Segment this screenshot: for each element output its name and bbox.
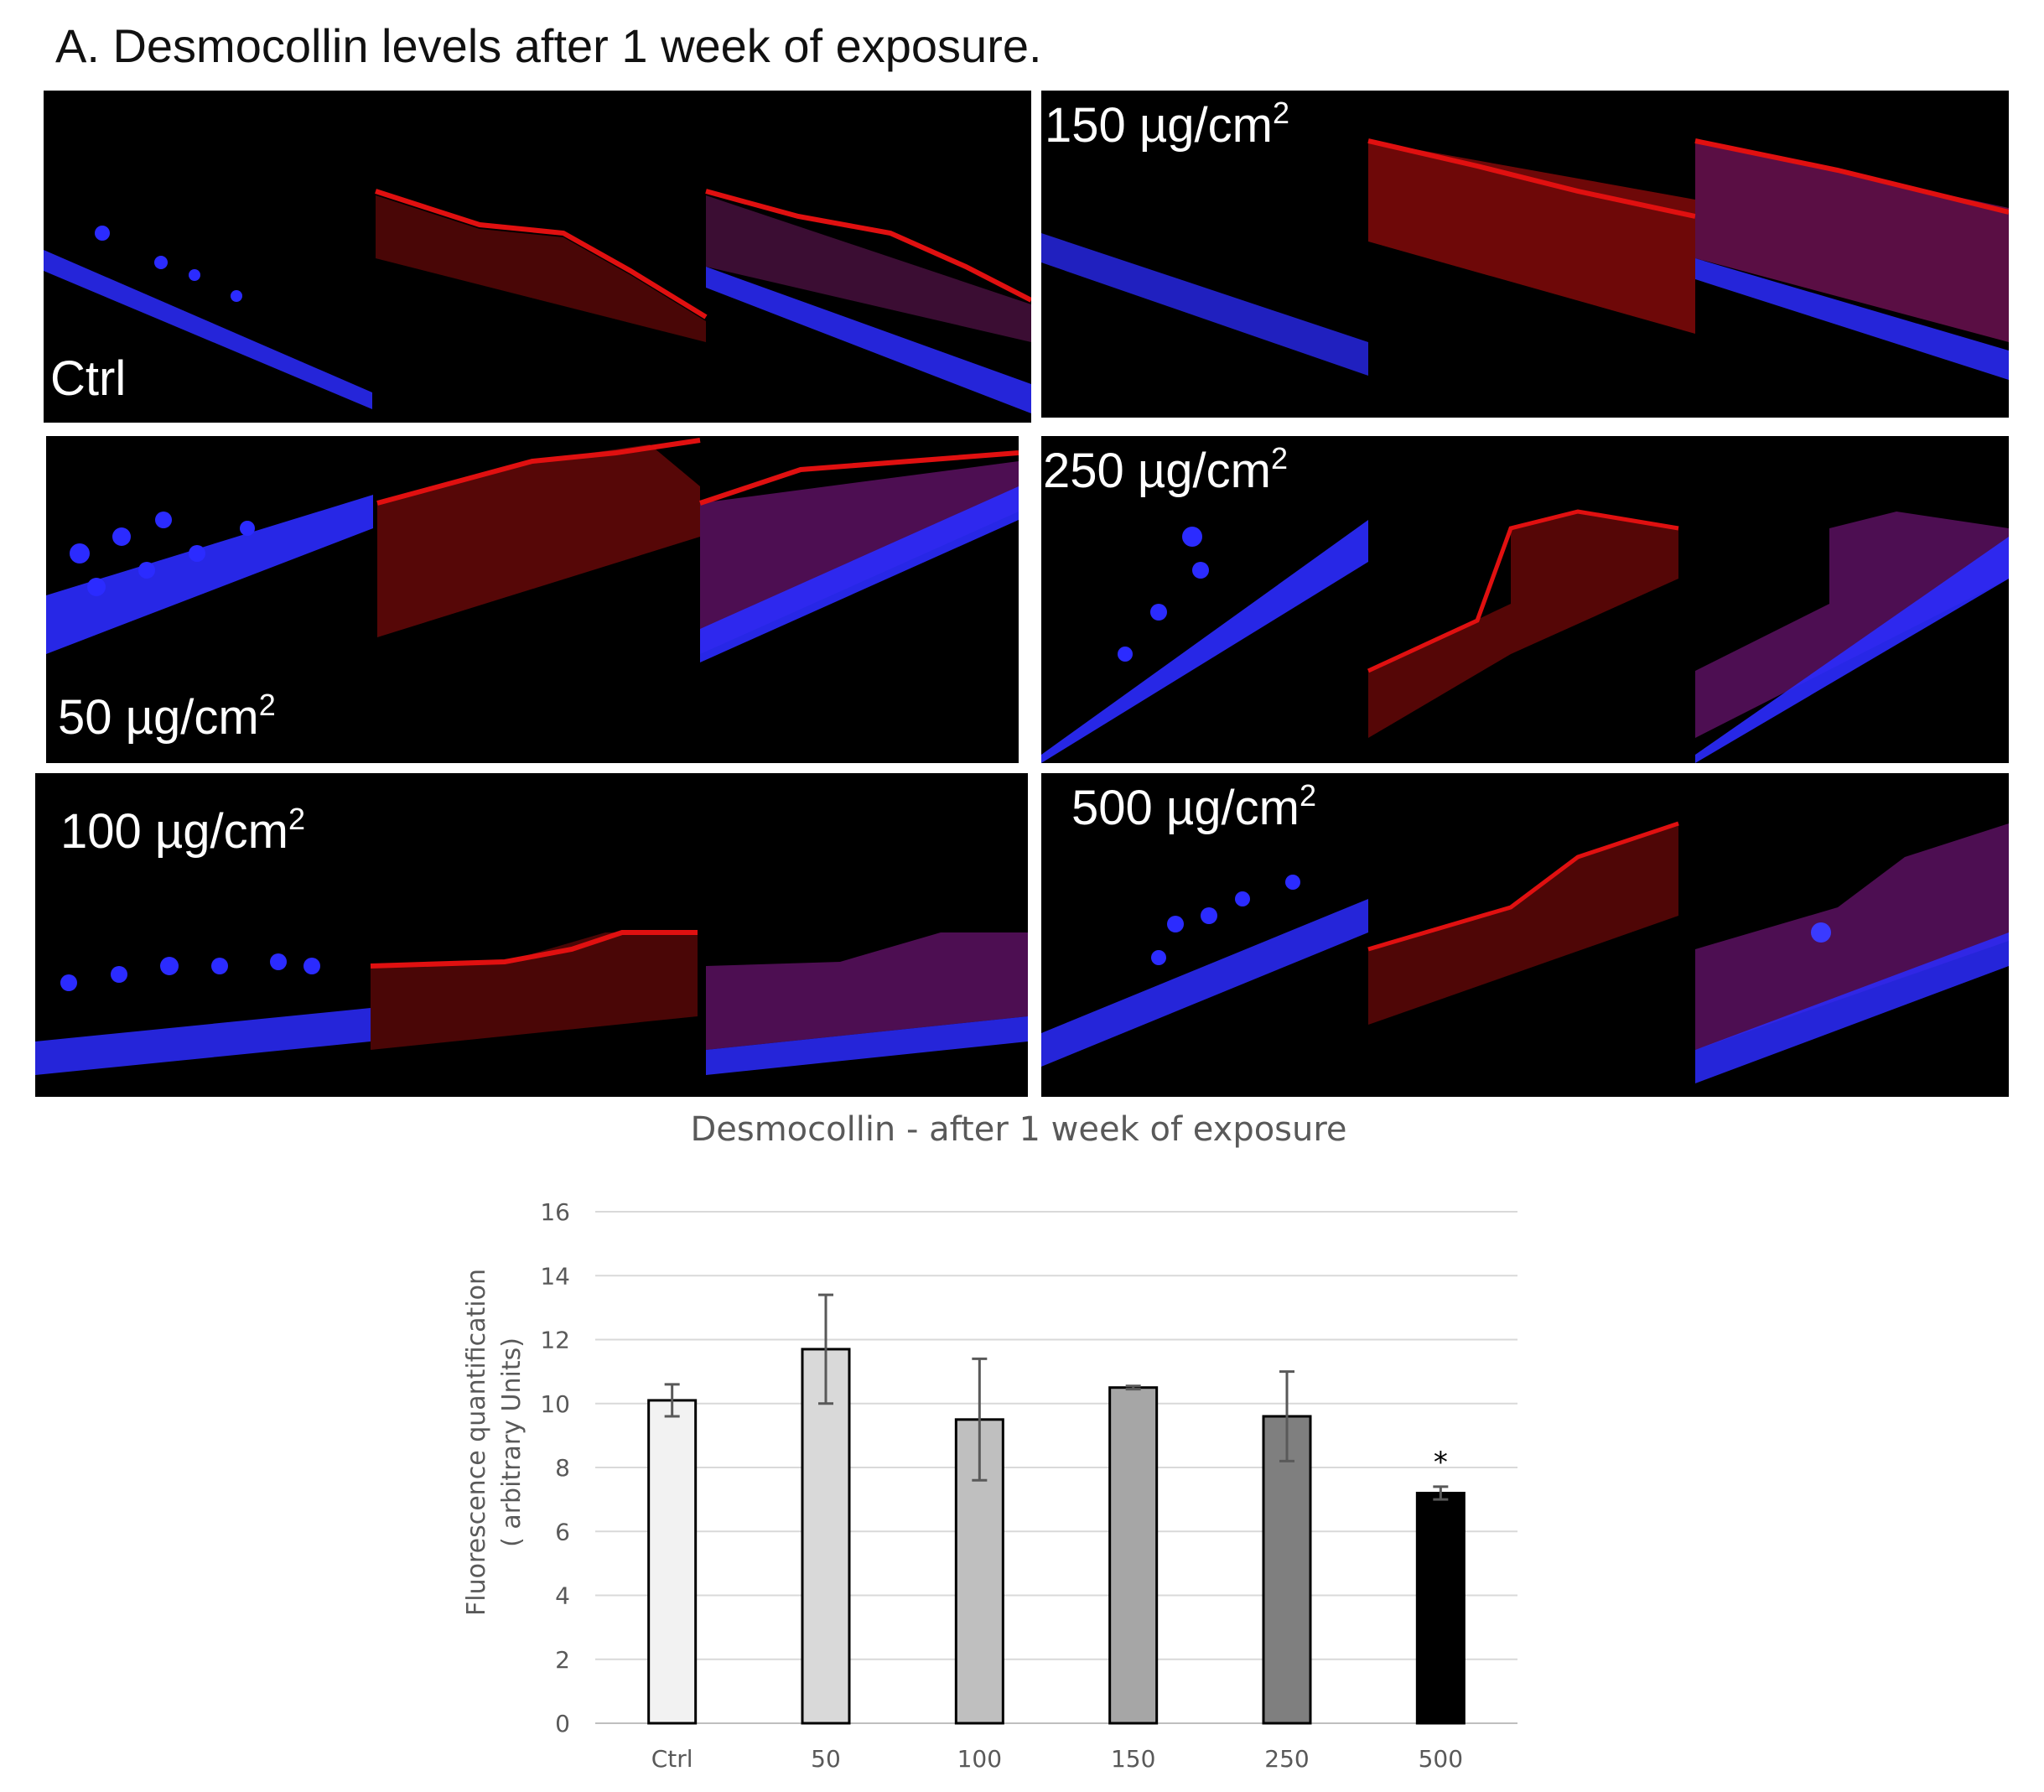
y-tick-label: 2 [555, 1646, 570, 1674]
chart-gridlines [595, 1211, 1517, 1724]
y-axis-label-line2: ( arbitrary Units) [497, 1338, 527, 1547]
x-tick-label: 500 [1419, 1745, 1463, 1773]
y-axis-ticks: 0 2 4 6 8 10 12 14 16 [540, 1198, 570, 1737]
micrograph-100-image [35, 930, 1028, 1075]
micrograph-panel-500: 500 µg/cm2 [1041, 773, 2009, 1097]
bar-500 [1415, 1492, 1466, 1725]
micrograph-panel-150: 150 µg/cm2 [1041, 91, 2009, 418]
y-tick-label: 8 [555, 1454, 570, 1482]
x-tick-label: 250 [1264, 1745, 1309, 1773]
x-tick-label: Ctrl [651, 1745, 693, 1773]
micrograph-ctrl-image [44, 189, 1031, 423]
significance-marker: * [1434, 1446, 1448, 1479]
panel-label-250: 250 µg/cm2 [1043, 441, 1289, 498]
micrograph-panel-ctrl: Ctrl [44, 91, 1031, 423]
y-tick-label: 0 [555, 1710, 570, 1737]
bar-50 [801, 1348, 851, 1725]
micrograph-250-image [1041, 509, 2009, 763]
micrograph-panel-50: 50 µg/cm2 [46, 436, 1019, 763]
bar-250 [1262, 1415, 1312, 1725]
chart-title: Desmocollin - after 1 week of exposure [690, 1110, 1346, 1149]
micrograph-panel-100: 100 µg/cm2 [35, 773, 1028, 1097]
y-axis-label-line1: Fluorescence quantification [462, 1269, 491, 1616]
panel-label-50: 50 µg/cm2 [58, 688, 276, 745]
chart-bars: * [647, 1293, 1466, 1725]
y-tick-label: 12 [540, 1327, 570, 1354]
micrograph-panel-250: 250 µg/cm2 [1041, 436, 2009, 763]
panel-label-ctrl: Ctrl [50, 351, 127, 406]
panel-label-500: 500 µg/cm2 [1071, 778, 1317, 835]
bar-150 [1108, 1386, 1159, 1725]
y-tick-label: 16 [540, 1198, 570, 1226]
bar-Ctrl [647, 1399, 698, 1725]
figure-heading: A. Desmocollin levels after 1 week of ex… [55, 19, 1042, 72]
y-tick-label: 4 [555, 1582, 570, 1610]
x-axis-ticks: Ctrl 50 100 150 250 500 [651, 1745, 1463, 1773]
micrograph-50-image [46, 438, 1019, 662]
y-tick-label: 10 [540, 1390, 570, 1418]
micrograph-500-image [1041, 821, 2009, 1083]
y-tick-label: 6 [555, 1518, 570, 1545]
bar-chart: Desmocollin - after 1 week of exposure 0… [462, 1110, 1517, 1773]
y-tick-label: 14 [540, 1262, 570, 1290]
x-tick-label: 100 [957, 1745, 1002, 1773]
x-tick-label: 150 [1111, 1745, 1155, 1773]
panel-label-150: 150 µg/cm2 [1045, 96, 1290, 153]
x-tick-label: 50 [811, 1745, 841, 1773]
panel-label-100: 100 µg/cm2 [60, 802, 306, 859]
micrograph-150-image [1041, 138, 2009, 380]
